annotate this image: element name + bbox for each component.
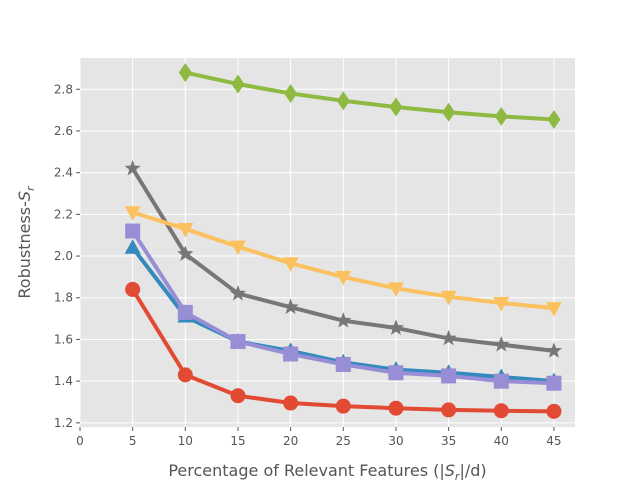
square-marker [546,375,562,391]
x-axis-label: Percentage of Relevant Features (|Sr|/d) [168,461,486,480]
y-tick-labels: 1.2 1.4 1.6 1.8 2.0 2.2 2.4 2.6 2.8 [54,82,80,430]
circle-marker [230,388,246,404]
series-0 [125,281,562,419]
triangle-down-marker [440,290,457,306]
y-tick-label: 1.6 [54,332,73,346]
plot-background [80,58,575,427]
star-marker [387,319,405,335]
circle-marker [177,367,193,383]
y-tick-label: 2.6 [54,124,73,138]
series-3 [124,159,563,358]
diamond-marker [442,102,456,122]
star-marker [124,159,141,176]
star-marker [545,342,563,358]
x-tick-label: 45 [546,434,561,448]
circle-marker [388,400,404,416]
x-tick-label: 40 [494,434,509,448]
x-tick-label: 25 [336,434,351,448]
y-tick-label: 2.4 [54,166,73,180]
star-marker [335,312,352,328]
y-tick-label: 1.2 [54,416,73,430]
triangle-down-marker [493,296,510,312]
triangle-down-marker [177,222,194,238]
star-marker [493,336,510,352]
x-tick-label: 5 [129,434,137,448]
square-marker [335,356,351,372]
diamond-marker [547,110,561,129]
circle-marker [441,402,457,418]
square-marker [230,334,246,350]
diamond-marker [284,83,298,103]
star-marker [440,329,457,346]
diamond-marker [336,91,350,111]
triangle-down-marker [545,302,562,317]
series-2 [125,223,562,391]
series-group [124,63,563,419]
x-tick-label: 0 [76,434,84,448]
star-marker [282,298,299,315]
y-axis-label: Robustness-Sr [15,185,37,299]
circle-marker [125,281,141,297]
star-marker [229,285,247,301]
triangle-down-marker [124,206,141,221]
y-tick-label: 2.8 [54,82,73,96]
star-marker [177,245,194,261]
diamond-marker [389,97,403,117]
circle-marker [546,403,562,419]
circle-marker [283,395,299,411]
y-tick-label: 1.8 [54,291,73,305]
y-tick-label: 2.2 [54,207,73,221]
triangle-down-marker [387,282,404,297]
x-tick-label: 10 [178,434,193,448]
diamond-marker [231,74,245,94]
diamond-marker [178,63,192,83]
triangle-up-marker [124,239,141,254]
series-4 [124,206,562,317]
series-5 [178,63,561,129]
y-tick-label: 2.0 [54,249,73,263]
square-marker [388,365,404,381]
diamond-marker [494,106,508,126]
circle-marker [493,403,509,419]
triangle-down-marker [282,257,299,272]
x-tick-labels: 0 5 10 15 20 25 30 35 40 45 [76,427,562,448]
square-marker [283,346,299,362]
y-tick-label: 1.4 [54,374,73,388]
x-tick-label: 15 [230,434,245,448]
square-marker [125,223,141,239]
x-tick-label: 35 [441,434,456,448]
series-line [184,70,555,122]
circle-marker [335,398,351,414]
square-marker [177,304,193,320]
square-marker [441,368,457,384]
x-tick-label: 20 [283,434,298,448]
triangle-down-marker [335,270,352,286]
triangle-down-marker [229,240,246,256]
x-tick-label: 30 [388,434,403,448]
square-marker [493,373,509,389]
